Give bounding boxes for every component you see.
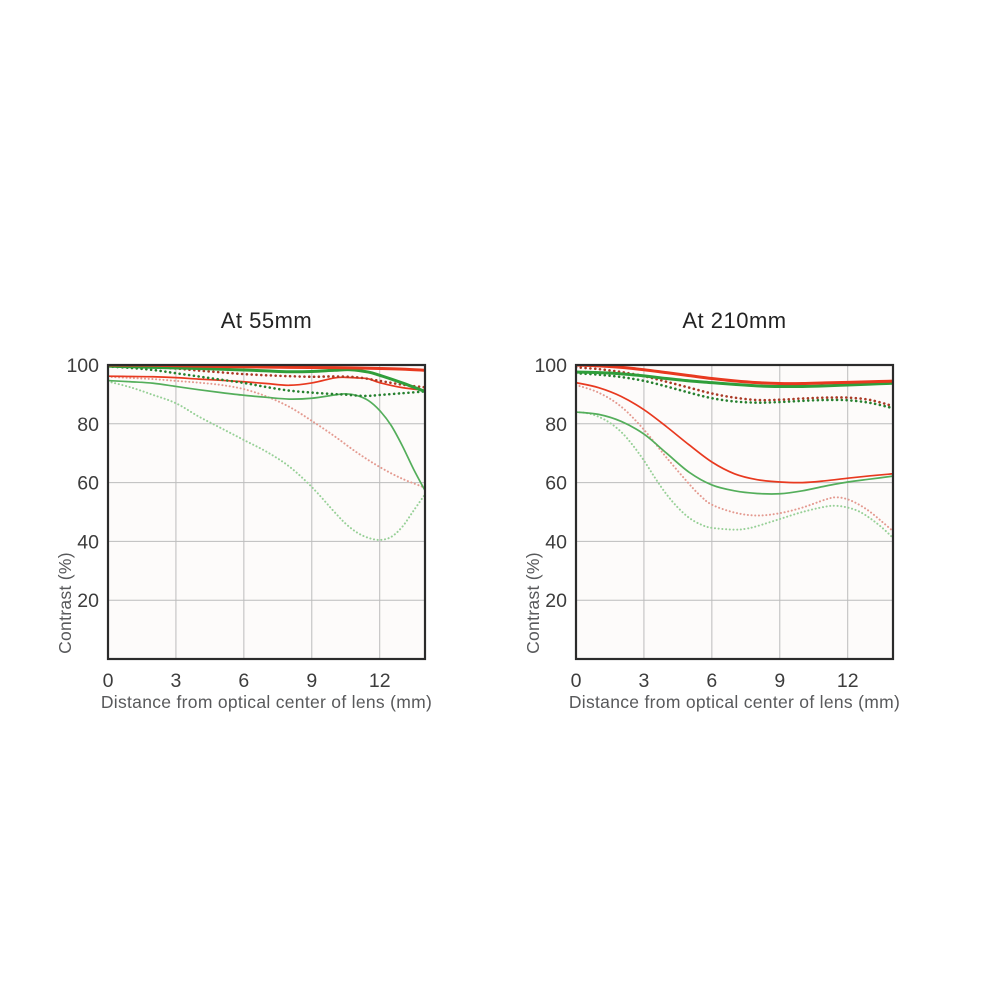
curve-green-solid-thick bbox=[107, 364, 426, 393]
x-tick-label: 0 bbox=[571, 670, 582, 692]
x-tick-label: 12 bbox=[369, 670, 391, 692]
y-tick-label: 60 bbox=[77, 473, 99, 495]
x-tick-label: 6 bbox=[706, 670, 717, 692]
y-tick-label: 40 bbox=[545, 531, 567, 553]
y-tick-label: 20 bbox=[77, 590, 99, 612]
curve-green-solid-thick bbox=[575, 370, 894, 389]
x-tick-label: 0 bbox=[103, 670, 114, 692]
curve-green-dotted-thick bbox=[575, 371, 894, 410]
x-tick-label: 6 bbox=[238, 670, 249, 692]
x-tick-label: 3 bbox=[638, 670, 649, 692]
x-tick-label: 12 bbox=[837, 670, 859, 692]
plot-border bbox=[574, 363, 895, 661]
y-tick-label: 100 bbox=[534, 355, 567, 377]
y-tick-label: 60 bbox=[545, 473, 567, 495]
x-tick-label: 3 bbox=[170, 670, 181, 692]
y-tick-label: 100 bbox=[66, 355, 99, 377]
x-tick-label: 9 bbox=[774, 670, 785, 692]
y-tick-label: 40 bbox=[77, 531, 99, 553]
y-tick-label: 80 bbox=[77, 414, 99, 436]
curve-green-dotted-thick bbox=[107, 365, 426, 398]
plot-area bbox=[108, 365, 425, 659]
x-tick-label: 9 bbox=[306, 670, 317, 692]
curve-green-solid-thin bbox=[107, 379, 426, 492]
curve-green-dotted-thin bbox=[107, 380, 426, 541]
plot-border bbox=[106, 363, 427, 661]
y-tick-label: 80 bbox=[545, 414, 567, 436]
x-axis-label-210mm: Distance from optical center of lens (mm… bbox=[568, 692, 901, 712]
plot-area bbox=[576, 365, 893, 659]
mtf-chart-at-210mm: 0 3 6 9 12 20 40 60 80 100 bbox=[534, 355, 895, 692]
x-axis-label-55mm: Distance from optical center of lens (mm… bbox=[100, 692, 433, 712]
y-tick-label: 20 bbox=[545, 590, 567, 612]
curve-red-solid-thin bbox=[575, 381, 894, 484]
curve-red-dotted-thin bbox=[575, 383, 894, 533]
curve-red-solid-thick bbox=[575, 364, 894, 386]
curve-green-solid-thin bbox=[575, 411, 894, 495]
curve-red-dotted-thin bbox=[107, 375, 426, 489]
mtf-chart-at-55mm: 0 3 6 9 12 20 40 60 80 100 bbox=[66, 355, 427, 692]
chart-title-55mm: At 55mm bbox=[220, 308, 313, 333]
chart-title-210mm: At 210mm bbox=[682, 308, 787, 333]
curve-green-dotted-thin bbox=[575, 411, 894, 539]
